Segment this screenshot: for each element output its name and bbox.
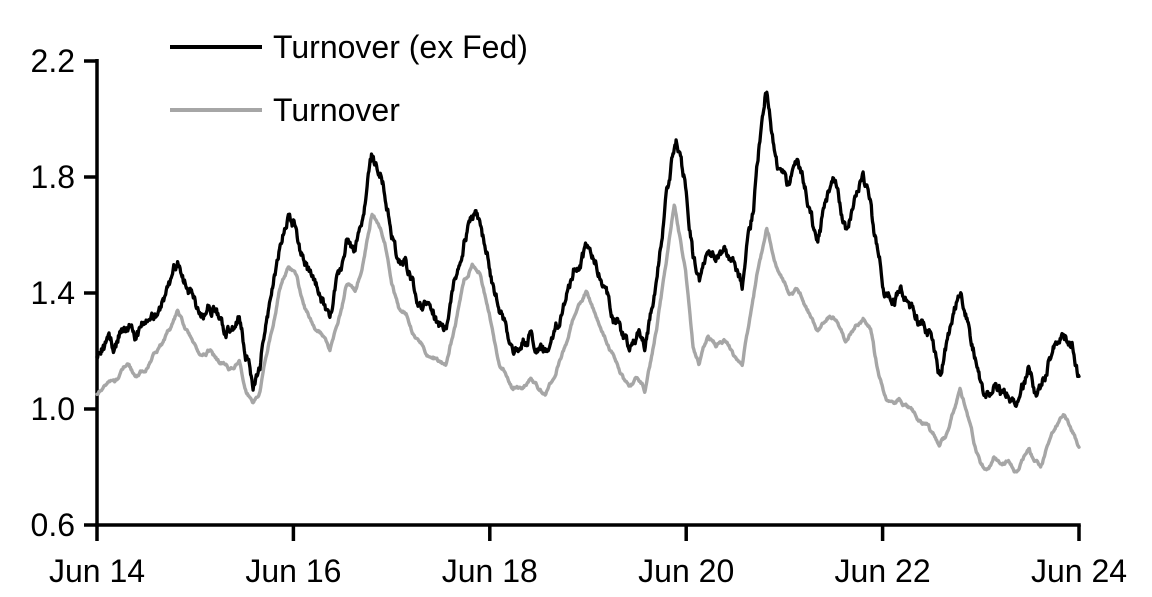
- legend-line-sample-turnover-ex-fed: [170, 45, 262, 49]
- y-tick-label: 2.2: [31, 43, 75, 79]
- x-tick-label: Jun 14: [49, 553, 145, 589]
- legend-label-turnover: Turnover: [273, 92, 400, 128]
- legend-item-turnover: Turnover: [170, 93, 528, 127]
- series-line-turnover: [95, 203, 1081, 474]
- x-tick-label: Jun 24: [1031, 553, 1127, 589]
- legend-line-sample-turnover: [170, 108, 262, 112]
- x-tick-label: Jun 20: [638, 553, 734, 589]
- legend-item-turnover-ex-fed: Turnover (ex Fed): [170, 30, 528, 64]
- y-tick-label: 1.4: [31, 275, 75, 311]
- x-tick-label: Jun 16: [245, 553, 341, 589]
- y-tick-label: 1.8: [31, 159, 75, 195]
- chart-legend: Turnover (ex Fed) Turnover: [170, 30, 528, 156]
- legend-label-turnover-ex-fed: Turnover (ex Fed): [273, 29, 528, 65]
- x-tick-label: Jun 22: [835, 553, 931, 589]
- y-tick-label: 1.0: [31, 391, 75, 427]
- x-tick-label: Jun 18: [442, 553, 538, 589]
- series-line-turnover-ex-fed: [95, 90, 1081, 408]
- y-tick-label: 0.6: [31, 507, 75, 543]
